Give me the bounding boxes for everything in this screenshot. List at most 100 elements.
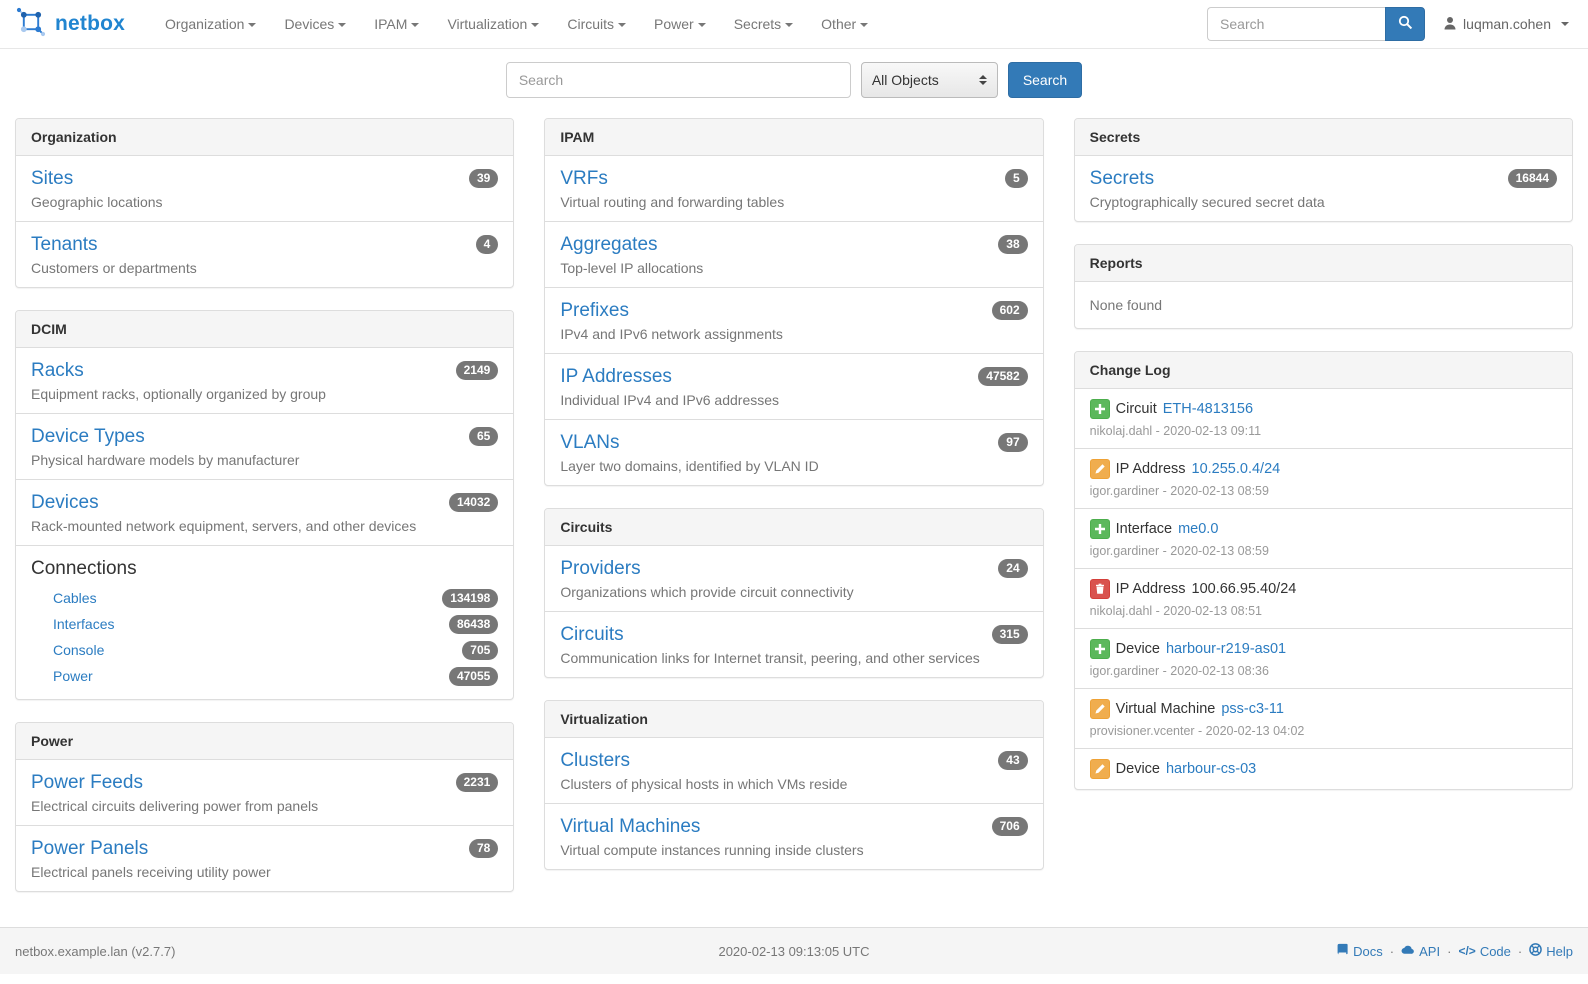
chevron-down-icon (860, 23, 869, 28)
edit-icon (1089, 699, 1110, 719)
list-item: 39 Sites Geographic locations (16, 156, 513, 221)
menu-ipam[interactable]: IPAM (360, 0, 433, 48)
menu-other[interactable]: Other (807, 0, 882, 48)
object-link[interactable]: ETH-4813156 (1162, 401, 1254, 417)
count-badge: 39 (468, 169, 499, 188)
link-circuits[interactable]: Circuits (560, 624, 624, 645)
list-item: 706 Virtual Machines Virtual compute ins… (545, 803, 1043, 869)
changelog-entry: Device harbour-cs-03 (1074, 748, 1572, 789)
link-label: API (1419, 943, 1441, 959)
list-item: 4 Tenants Customers or departments (16, 221, 514, 287)
object-type: Virtual Machine (1115, 701, 1216, 717)
object-link[interactable]: pss-c3-11 (1221, 701, 1284, 717)
reports-empty-text: None found (1089, 297, 1163, 313)
navbar-search-input[interactable] (1207, 7, 1386, 41)
navbar-search-button[interactable] (1385, 7, 1426, 41)
count-badge: 706 (991, 817, 1028, 836)
chevron-down-icon (618, 23, 627, 28)
menu-power[interactable]: Power (640, 0, 720, 48)
connection-row: Console 705 (31, 637, 499, 663)
link-power-feeds[interactable]: Power Feeds (31, 772, 143, 793)
link-secrets[interactable]: Secrets (1089, 168, 1155, 189)
panel-changelog: Change Log Circuit ETH-4813156 nikolaj.d… (1073, 351, 1573, 790)
count-badge: 705 (462, 640, 499, 660)
menu-devices[interactable]: Devices (270, 0, 360, 48)
link-vrfs[interactable]: VRFs (560, 168, 608, 189)
link-providers[interactable]: Providers (560, 558, 641, 579)
navbar-right: luqman.cohen (1207, 7, 1573, 41)
panel-title: IPAM (545, 119, 1043, 156)
changelog-entry: Interface me0.0 igor.gardiner - 2020-02-… (1074, 508, 1572, 568)
create-icon (1089, 519, 1110, 539)
link-label: Help (1546, 943, 1573, 959)
count-badge: 24 (998, 559, 1028, 578)
menu-label: IPAM (374, 16, 408, 32)
menu-secrets[interactable]: Secrets (720, 0, 807, 48)
list-item: 24 Providers Organizations which provide… (545, 546, 1042, 611)
count-badge: 43 (998, 751, 1028, 770)
help-link[interactable]: Help (1529, 943, 1573, 959)
link-power-panels[interactable]: Power Panels (31, 838, 149, 859)
count-badge: 97 (998, 433, 1028, 452)
link-aggregates[interactable]: Aggregates (560, 234, 658, 255)
search-scope-select[interactable]: All Objects (860, 62, 998, 98)
link-cables[interactable]: Cables (53, 590, 97, 606)
link-clusters[interactable]: Clusters (560, 750, 631, 771)
netbox-brand[interactable]: netbox (15, 6, 125, 43)
object-link[interactable]: harbour-cs-03 (1165, 761, 1257, 777)
main-menu: Organization Devices IPAM Virtualization… (151, 0, 882, 48)
link-ip-addresses[interactable]: IP Addresses (560, 366, 672, 387)
link-console[interactable]: Console (53, 642, 105, 658)
link-power[interactable]: Power (53, 668, 93, 684)
link-prefixes[interactable]: Prefixes (560, 300, 629, 321)
link-interfaces[interactable]: Interfaces (53, 616, 115, 632)
link-racks[interactable]: Racks (31, 360, 84, 381)
object-link[interactable]: me0.0 (1178, 521, 1219, 537)
create-icon (1089, 399, 1110, 419)
panel-circuits: Circuits 24 Providers Organizations whic… (544, 508, 1044, 678)
panel-dcim: DCIM 2149 Racks Equipment racks, optiona… (15, 310, 515, 700)
life-ring-icon (1529, 943, 1543, 959)
entry-meta: nikolaj.dahl - 2020-02-13 08:51 (1089, 604, 1263, 618)
entry-meta: igor.gardiner - 2020-02-13 08:59 (1089, 544, 1269, 558)
book-icon (1336, 943, 1349, 959)
changelog-entry: IP Address 10.255.0.4/24 igor.gardiner -… (1074, 448, 1572, 508)
list-item: 78 Power Panels Electrical panels receiv… (16, 825, 514, 891)
panel-title: Power (16, 723, 514, 760)
global-search-button[interactable]: Search (1007, 62, 1083, 98)
menu-label: Virtualization (447, 16, 528, 32)
column-right: Secrets 16844 Secrets Cryptographically … (1073, 118, 1573, 812)
menu-circuits[interactable]: Circuits (553, 0, 640, 48)
count-badge: 602 (991, 301, 1028, 320)
docs-link[interactable]: Docs (1336, 943, 1383, 959)
count-badge: 14032 (448, 493, 499, 512)
item-description: Organizations which provide circuit conn… (560, 584, 854, 600)
global-search-input[interactable] (505, 62, 851, 98)
link-sites[interactable]: Sites (31, 168, 74, 189)
user-menu[interactable]: luqman.cohen (1443, 16, 1573, 33)
connections-header: Connections (31, 558, 137, 579)
object-type: Device (1115, 761, 1160, 777)
chevron-down-icon (531, 23, 540, 28)
page-footer: netbox.example.lan (v2.7.7) 2020-02-13 0… (0, 927, 1588, 974)
link-tenants[interactable]: Tenants (31, 234, 98, 255)
panel-virtualization: Virtualization 43 Clusters Clusters of p… (544, 700, 1044, 870)
api-link[interactable]: API (1401, 943, 1440, 959)
object-type: Device (1115, 641, 1160, 657)
item-description: Equipment racks, optionally organized by… (31, 386, 326, 402)
column-left: Organization 39 Sites Geographic locatio… (15, 118, 515, 914)
object-link[interactable]: 10.255.0.4/24 (1191, 461, 1281, 477)
menu-virtualization[interactable]: Virtualization (433, 0, 553, 48)
link-virtual-machines[interactable]: Virtual Machines (560, 816, 701, 837)
link-devices[interactable]: Devices (31, 492, 99, 513)
chevron-down-icon (338, 23, 347, 28)
link-vlans[interactable]: VLANs (560, 432, 620, 453)
menu-organization[interactable]: Organization (151, 0, 270, 48)
count-badge: 47582 (978, 367, 1028, 386)
link-label: Code (1479, 943, 1511, 959)
footer-timestamp: 2020-02-13 09:13:05 UTC (718, 943, 870, 959)
separator: · (1517, 943, 1523, 959)
object-link[interactable]: harbour-r219-as01 (1165, 641, 1287, 657)
code-link[interactable]: </> Code (1458, 944, 1510, 959)
link-device-types[interactable]: Device Types (31, 426, 145, 447)
